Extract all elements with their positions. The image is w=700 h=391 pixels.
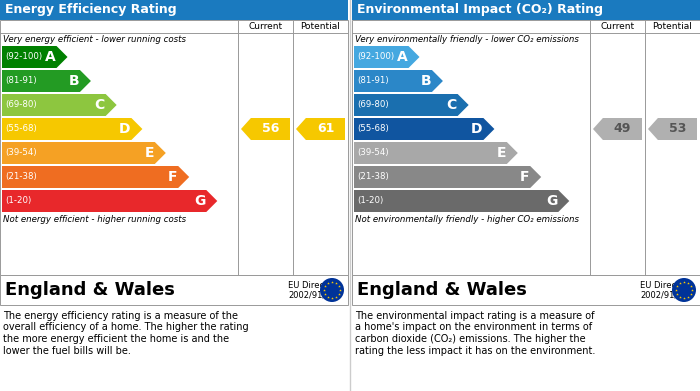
Text: 61: 61 xyxy=(317,122,334,136)
Polygon shape xyxy=(354,94,469,116)
Text: Environmental Impact (CO₂) Rating: Environmental Impact (CO₂) Rating xyxy=(357,4,603,16)
Polygon shape xyxy=(241,118,290,140)
Text: rating the less impact it has on the environment.: rating the less impact it has on the env… xyxy=(355,346,596,355)
Text: G: G xyxy=(194,194,205,208)
Polygon shape xyxy=(296,118,345,140)
Text: B: B xyxy=(420,74,431,88)
Text: G: G xyxy=(546,194,557,208)
Text: (55-68): (55-68) xyxy=(357,124,388,133)
Text: 49: 49 xyxy=(614,122,631,136)
Text: the more energy efficient the home is and the: the more energy efficient the home is an… xyxy=(3,334,229,344)
Text: lower the fuel bills will be.: lower the fuel bills will be. xyxy=(3,346,131,355)
Bar xyxy=(352,275,700,305)
Text: overall efficiency of a home. The higher the rating: overall efficiency of a home. The higher… xyxy=(3,323,248,332)
Text: 53: 53 xyxy=(668,122,686,136)
Polygon shape xyxy=(648,118,697,140)
Circle shape xyxy=(672,278,696,302)
Text: England & Wales: England & Wales xyxy=(5,281,175,299)
Text: A: A xyxy=(397,50,407,64)
Text: F: F xyxy=(168,170,177,184)
Text: C: C xyxy=(94,98,105,112)
Bar xyxy=(0,275,348,305)
Text: A: A xyxy=(45,50,55,64)
Text: 2002/91/EC: 2002/91/EC xyxy=(288,291,337,300)
Text: (21-38): (21-38) xyxy=(5,172,36,181)
Text: carbon dioxide (CO₂) emissions. The higher the: carbon dioxide (CO₂) emissions. The high… xyxy=(355,334,586,344)
Text: (92-100): (92-100) xyxy=(357,52,394,61)
Text: (55-68): (55-68) xyxy=(5,124,36,133)
Polygon shape xyxy=(2,166,189,188)
Text: D: D xyxy=(471,122,482,136)
Polygon shape xyxy=(2,70,91,92)
Circle shape xyxy=(320,278,344,302)
Text: Not environmentally friendly - higher CO₂ emissions: Not environmentally friendly - higher CO… xyxy=(355,215,579,224)
Polygon shape xyxy=(354,70,443,92)
Text: a home's impact on the environment in terms of: a home's impact on the environment in te… xyxy=(355,323,592,332)
Text: (1-20): (1-20) xyxy=(5,197,32,206)
Text: EU Directive: EU Directive xyxy=(288,280,340,289)
Polygon shape xyxy=(354,46,419,68)
Text: Very environmentally friendly - lower CO₂ emissions: Very environmentally friendly - lower CO… xyxy=(355,36,579,45)
Polygon shape xyxy=(354,190,569,212)
Text: E: E xyxy=(496,146,506,160)
Polygon shape xyxy=(354,166,541,188)
Text: C: C xyxy=(447,98,456,112)
Text: Very energy efficient - lower running costs: Very energy efficient - lower running co… xyxy=(3,36,186,45)
Text: (69-80): (69-80) xyxy=(357,100,388,109)
Text: Not energy efficient - higher running costs: Not energy efficient - higher running co… xyxy=(3,215,186,224)
Text: (1-20): (1-20) xyxy=(357,197,384,206)
Polygon shape xyxy=(2,118,142,140)
Polygon shape xyxy=(354,118,494,140)
Polygon shape xyxy=(354,142,518,164)
Polygon shape xyxy=(2,46,67,68)
Polygon shape xyxy=(2,190,217,212)
Text: (81-91): (81-91) xyxy=(5,77,36,86)
Text: E: E xyxy=(144,146,154,160)
Text: Energy Efficiency Rating: Energy Efficiency Rating xyxy=(5,4,176,16)
Text: The environmental impact rating is a measure of: The environmental impact rating is a mea… xyxy=(355,311,594,321)
Text: (21-38): (21-38) xyxy=(357,172,388,181)
Text: 56: 56 xyxy=(262,122,279,136)
Text: The energy efficiency rating is a measure of the: The energy efficiency rating is a measur… xyxy=(3,311,238,321)
Text: (39-54): (39-54) xyxy=(5,149,36,158)
Bar xyxy=(352,20,700,275)
Text: (69-80): (69-80) xyxy=(5,100,36,109)
Bar xyxy=(0,0,348,20)
Text: D: D xyxy=(119,122,130,136)
Polygon shape xyxy=(593,118,642,140)
Text: Current: Current xyxy=(248,22,283,31)
Text: (39-54): (39-54) xyxy=(357,149,388,158)
Text: (92-100): (92-100) xyxy=(5,52,42,61)
Bar xyxy=(0,20,348,275)
Text: EU Directive: EU Directive xyxy=(640,280,692,289)
Text: B: B xyxy=(69,74,79,88)
Text: 2002/91/EC: 2002/91/EC xyxy=(640,291,688,300)
Polygon shape xyxy=(2,94,117,116)
Polygon shape xyxy=(2,142,166,164)
Text: Potential: Potential xyxy=(300,22,340,31)
Text: Current: Current xyxy=(601,22,635,31)
Text: Potential: Potential xyxy=(652,22,692,31)
Bar xyxy=(352,0,700,20)
Text: England & Wales: England & Wales xyxy=(357,281,527,299)
Text: F: F xyxy=(519,170,529,184)
Text: (81-91): (81-91) xyxy=(357,77,388,86)
